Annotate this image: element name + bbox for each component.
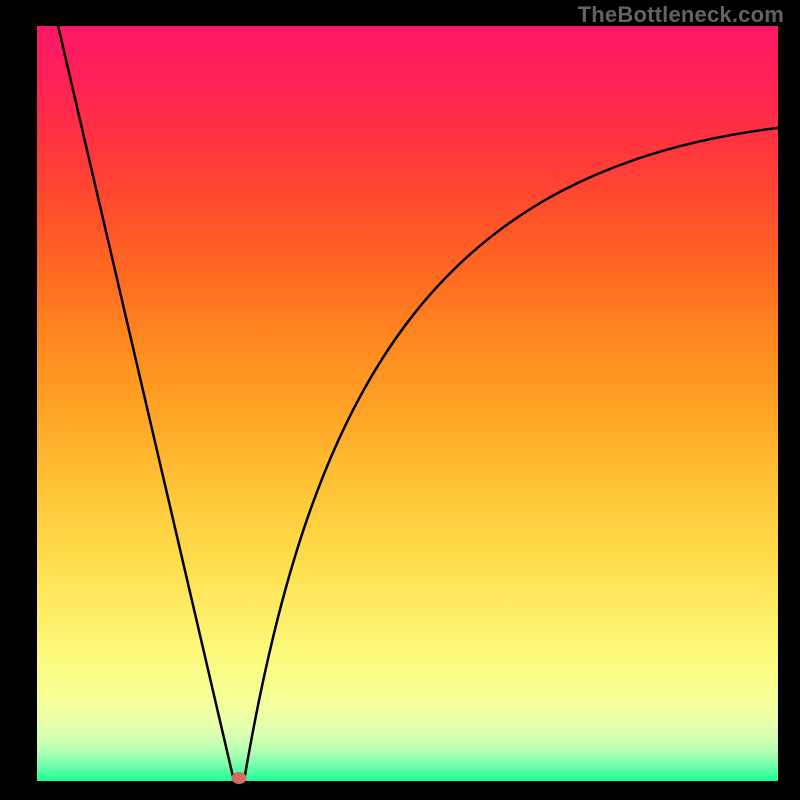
chart-container: TheBottleneck.com xyxy=(0,0,800,800)
bottleneck-curve xyxy=(58,26,778,778)
plot-area xyxy=(37,26,778,781)
minimum-marker xyxy=(231,772,246,784)
curve-layer xyxy=(37,26,778,781)
watermark-text: TheBottleneck.com xyxy=(578,2,784,28)
